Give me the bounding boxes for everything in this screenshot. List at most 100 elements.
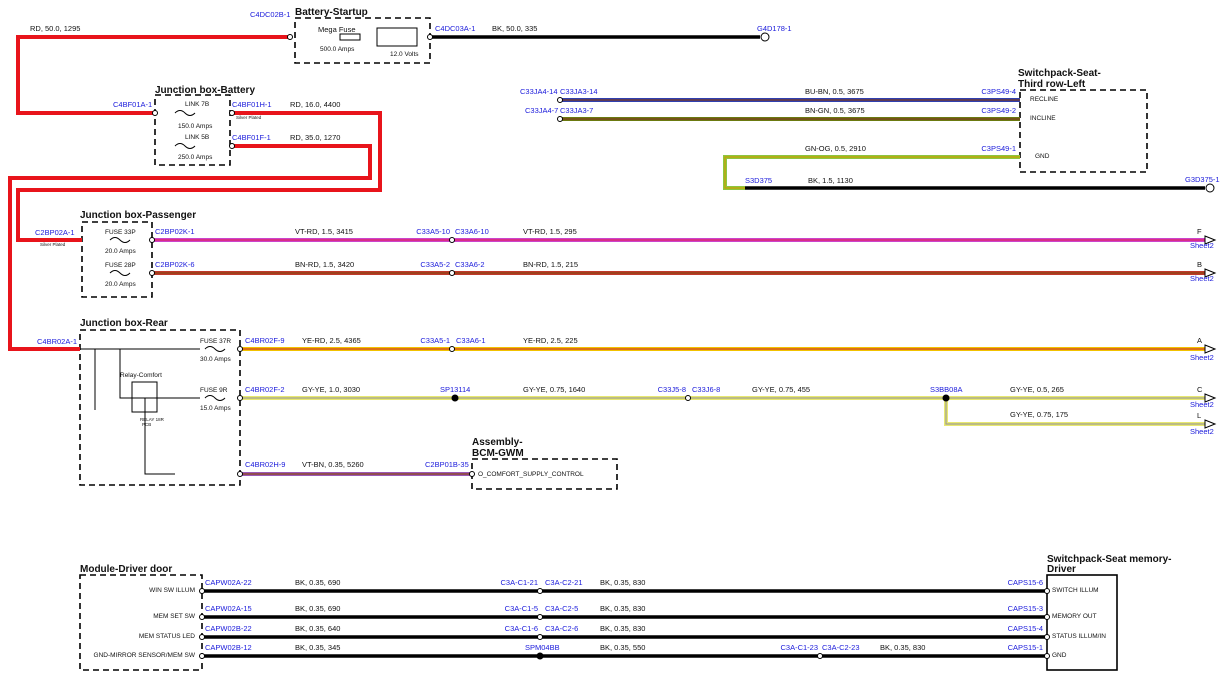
switchpack-memory-box — [1046, 574, 1118, 671]
fuse-symbol — [109, 237, 131, 243]
connector-label: CAPS15-1 — [1008, 643, 1043, 652]
connector-label: C3A-C2-6 — [545, 624, 578, 633]
connector-label: Sheet2 — [1190, 427, 1214, 436]
sheet-arrow — [1204, 344, 1217, 354]
label: BK, 50.0, 335 — [492, 24, 537, 33]
label: Silver Plated — [40, 242, 66, 247]
splice — [536, 652, 544, 660]
title: Junction box-Passenger — [80, 210, 196, 221]
fuse-symbol — [174, 143, 196, 149]
label: BK, 0.35, 640 — [295, 624, 340, 633]
connector-label: Sheet2 — [1190, 353, 1214, 362]
label: FUSE 9R — [200, 387, 228, 394]
connector-label: C33A6-10 — [455, 227, 489, 236]
switchpack-third-row-box — [1019, 89, 1148, 173]
connector-label: C4BR02F-9 — [245, 336, 285, 345]
connector-pin — [557, 116, 563, 122]
connector-pin — [449, 237, 455, 243]
driver-door-box — [79, 574, 203, 671]
label: GND — [1052, 652, 1067, 659]
label: Mega Fuse — [318, 25, 356, 34]
wire — [8, 144, 372, 351]
connector-label: C4BR02H-9 — [245, 460, 285, 469]
title: Driver — [1047, 564, 1076, 575]
connector-pin — [469, 471, 475, 477]
connector-label: C4BR02F-2 — [245, 385, 285, 394]
label: GND-MIRROR SENSOR/MEM SW — [94, 652, 196, 659]
label: LINK 7B — [185, 101, 209, 108]
label: MEM SET SW — [153, 613, 196, 620]
connector-label: C33A5-10 — [416, 227, 450, 236]
connector-label: C3A-C1-6 — [505, 624, 538, 633]
label: BK, 0.35, 345 — [295, 643, 340, 652]
connector-label: CAPS15-3 — [1008, 604, 1043, 613]
label: BK, 0.35, 550 — [600, 643, 645, 652]
connector-pin — [1044, 653, 1050, 659]
connector-label: CAPS15-4 — [1008, 624, 1043, 633]
label: F — [1197, 227, 1202, 236]
connector-pin — [237, 471, 243, 477]
connector-label: Sheet2 — [1190, 274, 1214, 283]
label: GY-YE, 1.0, 3030 — [302, 385, 360, 394]
label: VT-BN, 0.35, 5260 — [302, 460, 364, 469]
connector-pin — [817, 653, 823, 659]
connector-pin — [1044, 588, 1050, 594]
connector-label: C33JA4-14 — [520, 87, 558, 96]
label: FUSE 28P — [105, 262, 136, 269]
connector-label: SP13114 — [440, 385, 470, 394]
label: LINK 5B — [185, 134, 209, 141]
connector-pin — [199, 634, 205, 640]
connector-pin — [449, 346, 455, 352]
connector-pin — [199, 614, 205, 620]
label: 15.0 Amps — [200, 405, 231, 412]
label: 30.0 Amps — [200, 356, 231, 363]
connector-pin — [199, 588, 205, 594]
connector-label: C4DC03A-1 — [435, 24, 475, 33]
label: 150.0 Amps — [178, 123, 213, 130]
label: RD, 50.0, 1295 — [30, 24, 80, 33]
sheet-arrow — [1204, 393, 1217, 403]
label: GND — [1035, 153, 1050, 160]
label: SWITCH ILLUM — [1052, 587, 1099, 594]
sheet-arrow — [1204, 235, 1217, 245]
label: YE-RD, 2.5, 4365 — [302, 336, 361, 345]
label: MEM STATUS LED — [139, 633, 195, 640]
label: 500.0 Amps — [320, 46, 355, 53]
connector-pin — [199, 653, 205, 659]
connector-label: CAPW02B-12 — [205, 643, 252, 652]
wire-stripe — [724, 156, 1020, 189]
connector-label: C4BF01H-1 — [232, 100, 272, 109]
label: C — [1197, 385, 1203, 394]
junction-rear-box — [79, 329, 241, 486]
label: INCLINE — [1030, 115, 1056, 122]
label: PCB — [142, 422, 151, 427]
label: BN-RD, 1.5, 215 — [523, 260, 578, 269]
connector-pin — [237, 346, 243, 352]
label: STATUS ILLUM/IN — [1052, 633, 1106, 640]
title: Switchpack-Seat- — [1018, 68, 1101, 79]
connector-label: C33JA3-7 — [560, 106, 593, 115]
label: GY-YE, 0.75, 1640 — [523, 385, 585, 394]
splice — [942, 394, 950, 402]
sheet-arrow — [1204, 419, 1217, 429]
connector-label: C3A-C2-23 — [822, 643, 860, 652]
label: Relay-Comfort — [120, 372, 162, 379]
connector-pin — [1044, 634, 1050, 640]
connector-pin — [237, 395, 243, 401]
label: FUSE 33P — [105, 229, 136, 236]
label: 12.0 Volts — [390, 51, 419, 58]
junction-battery-box — [154, 94, 231, 166]
label: 20.0 Amps — [105, 281, 136, 288]
connector-pin — [427, 34, 433, 40]
box-wiring — [80, 348, 200, 475]
label: MEMORY OUT — [1052, 613, 1097, 620]
label: GN-OG, 0.5, 2910 — [805, 144, 866, 153]
connector-pin — [229, 110, 235, 116]
fuse-symbol — [174, 110, 196, 116]
connector-label: C33A6-2 — [455, 260, 485, 269]
connector-label: C33A5-2 — [420, 260, 450, 269]
connector-label: C33A6-1 — [456, 336, 486, 345]
label: RD, 35.0, 1270 — [290, 133, 340, 142]
label: RELAY 18R — [140, 417, 165, 422]
connector-label: C3A-C2-21 — [545, 578, 583, 587]
